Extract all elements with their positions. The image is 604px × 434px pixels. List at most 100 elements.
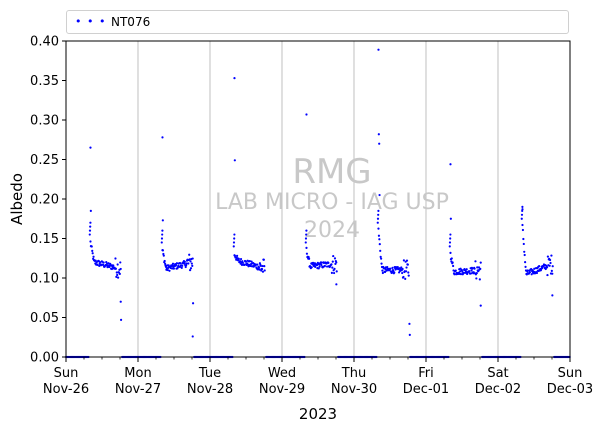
x-tick-label-date: Dec-02 bbox=[475, 382, 521, 397]
data-point bbox=[459, 272, 463, 276]
data-point bbox=[473, 267, 476, 270]
data-point bbox=[258, 268, 261, 271]
data-point bbox=[168, 269, 171, 272]
data-point bbox=[449, 237, 452, 240]
data-point bbox=[391, 266, 394, 269]
data-point bbox=[162, 254, 165, 257]
data-point bbox=[451, 261, 454, 264]
data-point bbox=[401, 271, 404, 275]
y-tick-label: 0.30 bbox=[30, 114, 59, 129]
data-point bbox=[396, 265, 399, 269]
data-point bbox=[332, 271, 336, 275]
data-point bbox=[526, 269, 529, 272]
data-point bbox=[320, 261, 323, 264]
y-tick-label: 0.35 bbox=[30, 74, 59, 89]
data-point bbox=[185, 264, 188, 267]
data-point bbox=[449, 163, 452, 166]
legend: • • • NT076 bbox=[66, 10, 569, 34]
data-point bbox=[119, 300, 122, 303]
data-point bbox=[116, 276, 120, 279]
data-point bbox=[452, 264, 455, 268]
data-point bbox=[191, 335, 194, 338]
data-point bbox=[548, 264, 551, 267]
data-point bbox=[119, 267, 122, 271]
data-point bbox=[475, 277, 478, 280]
data-point bbox=[320, 263, 323, 267]
x-tick-label-date: Dec-03 bbox=[547, 382, 593, 397]
data-point bbox=[450, 257, 453, 260]
data-point bbox=[393, 271, 396, 274]
legend-label-nt076: NT076 bbox=[111, 15, 151, 29]
data-point bbox=[250, 260, 253, 263]
data-point bbox=[305, 229, 308, 232]
data-point bbox=[167, 264, 170, 267]
data-point bbox=[327, 261, 330, 264]
data-point bbox=[256, 263, 259, 266]
data-point bbox=[521, 205, 524, 208]
data-point bbox=[96, 263, 99, 266]
data-point bbox=[401, 267, 404, 271]
data-point bbox=[551, 272, 554, 275]
data-point bbox=[377, 227, 380, 230]
data-point bbox=[91, 249, 94, 252]
data-point bbox=[263, 265, 266, 268]
data-point bbox=[260, 267, 264, 271]
data-point bbox=[377, 234, 381, 237]
data-point bbox=[188, 253, 191, 256]
data-point bbox=[161, 233, 164, 236]
data-point bbox=[90, 245, 93, 248]
data-point bbox=[244, 260, 247, 263]
data-point bbox=[459, 270, 462, 273]
y-axis-title: Albedo bbox=[8, 173, 26, 225]
data-point bbox=[522, 237, 525, 241]
data-point bbox=[232, 241, 236, 244]
data-point bbox=[119, 261, 122, 264]
x-tick-label-day: Thu bbox=[341, 366, 366, 381]
x-tick-label-day: Mon bbox=[124, 366, 151, 381]
y-tick-label: 0.40 bbox=[30, 35, 59, 50]
data-point bbox=[404, 270, 408, 273]
data-point bbox=[478, 278, 481, 281]
data-point bbox=[521, 223, 524, 227]
data-point bbox=[257, 266, 261, 269]
data-point bbox=[381, 269, 384, 272]
data-point bbox=[330, 271, 333, 274]
data-point bbox=[171, 267, 174, 270]
data-point bbox=[381, 271, 384, 275]
data-point bbox=[465, 268, 468, 271]
data-point bbox=[470, 269, 473, 272]
data-point bbox=[406, 263, 409, 266]
x-tick-label-day: Wed bbox=[268, 366, 296, 381]
watermark-line1: RMG bbox=[292, 152, 371, 192]
data-point bbox=[521, 208, 524, 211]
data-point bbox=[307, 256, 310, 259]
data-point bbox=[479, 261, 482, 264]
data-point bbox=[263, 269, 266, 272]
data-point bbox=[119, 318, 123, 321]
data-point bbox=[116, 273, 119, 277]
data-point bbox=[468, 270, 471, 273]
data-point bbox=[545, 266, 549, 269]
data-point bbox=[305, 233, 308, 236]
data-point bbox=[331, 260, 334, 263]
data-point bbox=[477, 266, 481, 269]
data-point bbox=[116, 263, 119, 266]
data-point bbox=[474, 260, 477, 263]
data-point bbox=[378, 238, 381, 241]
data-point bbox=[160, 237, 164, 240]
data-point bbox=[112, 264, 115, 267]
data-point bbox=[449, 233, 452, 236]
data-point bbox=[89, 240, 92, 243]
data-point bbox=[92, 255, 95, 258]
data-point bbox=[471, 267, 474, 270]
data-point bbox=[377, 209, 380, 212]
data-point bbox=[181, 264, 184, 267]
data-point bbox=[449, 251, 452, 254]
data-point bbox=[115, 275, 118, 278]
data-point bbox=[248, 259, 251, 263]
watermark-line3: 2024 bbox=[304, 218, 360, 243]
data-point bbox=[88, 233, 91, 236]
data-point bbox=[448, 241, 452, 244]
data-point bbox=[335, 270, 338, 273]
data-point bbox=[99, 261, 102, 264]
